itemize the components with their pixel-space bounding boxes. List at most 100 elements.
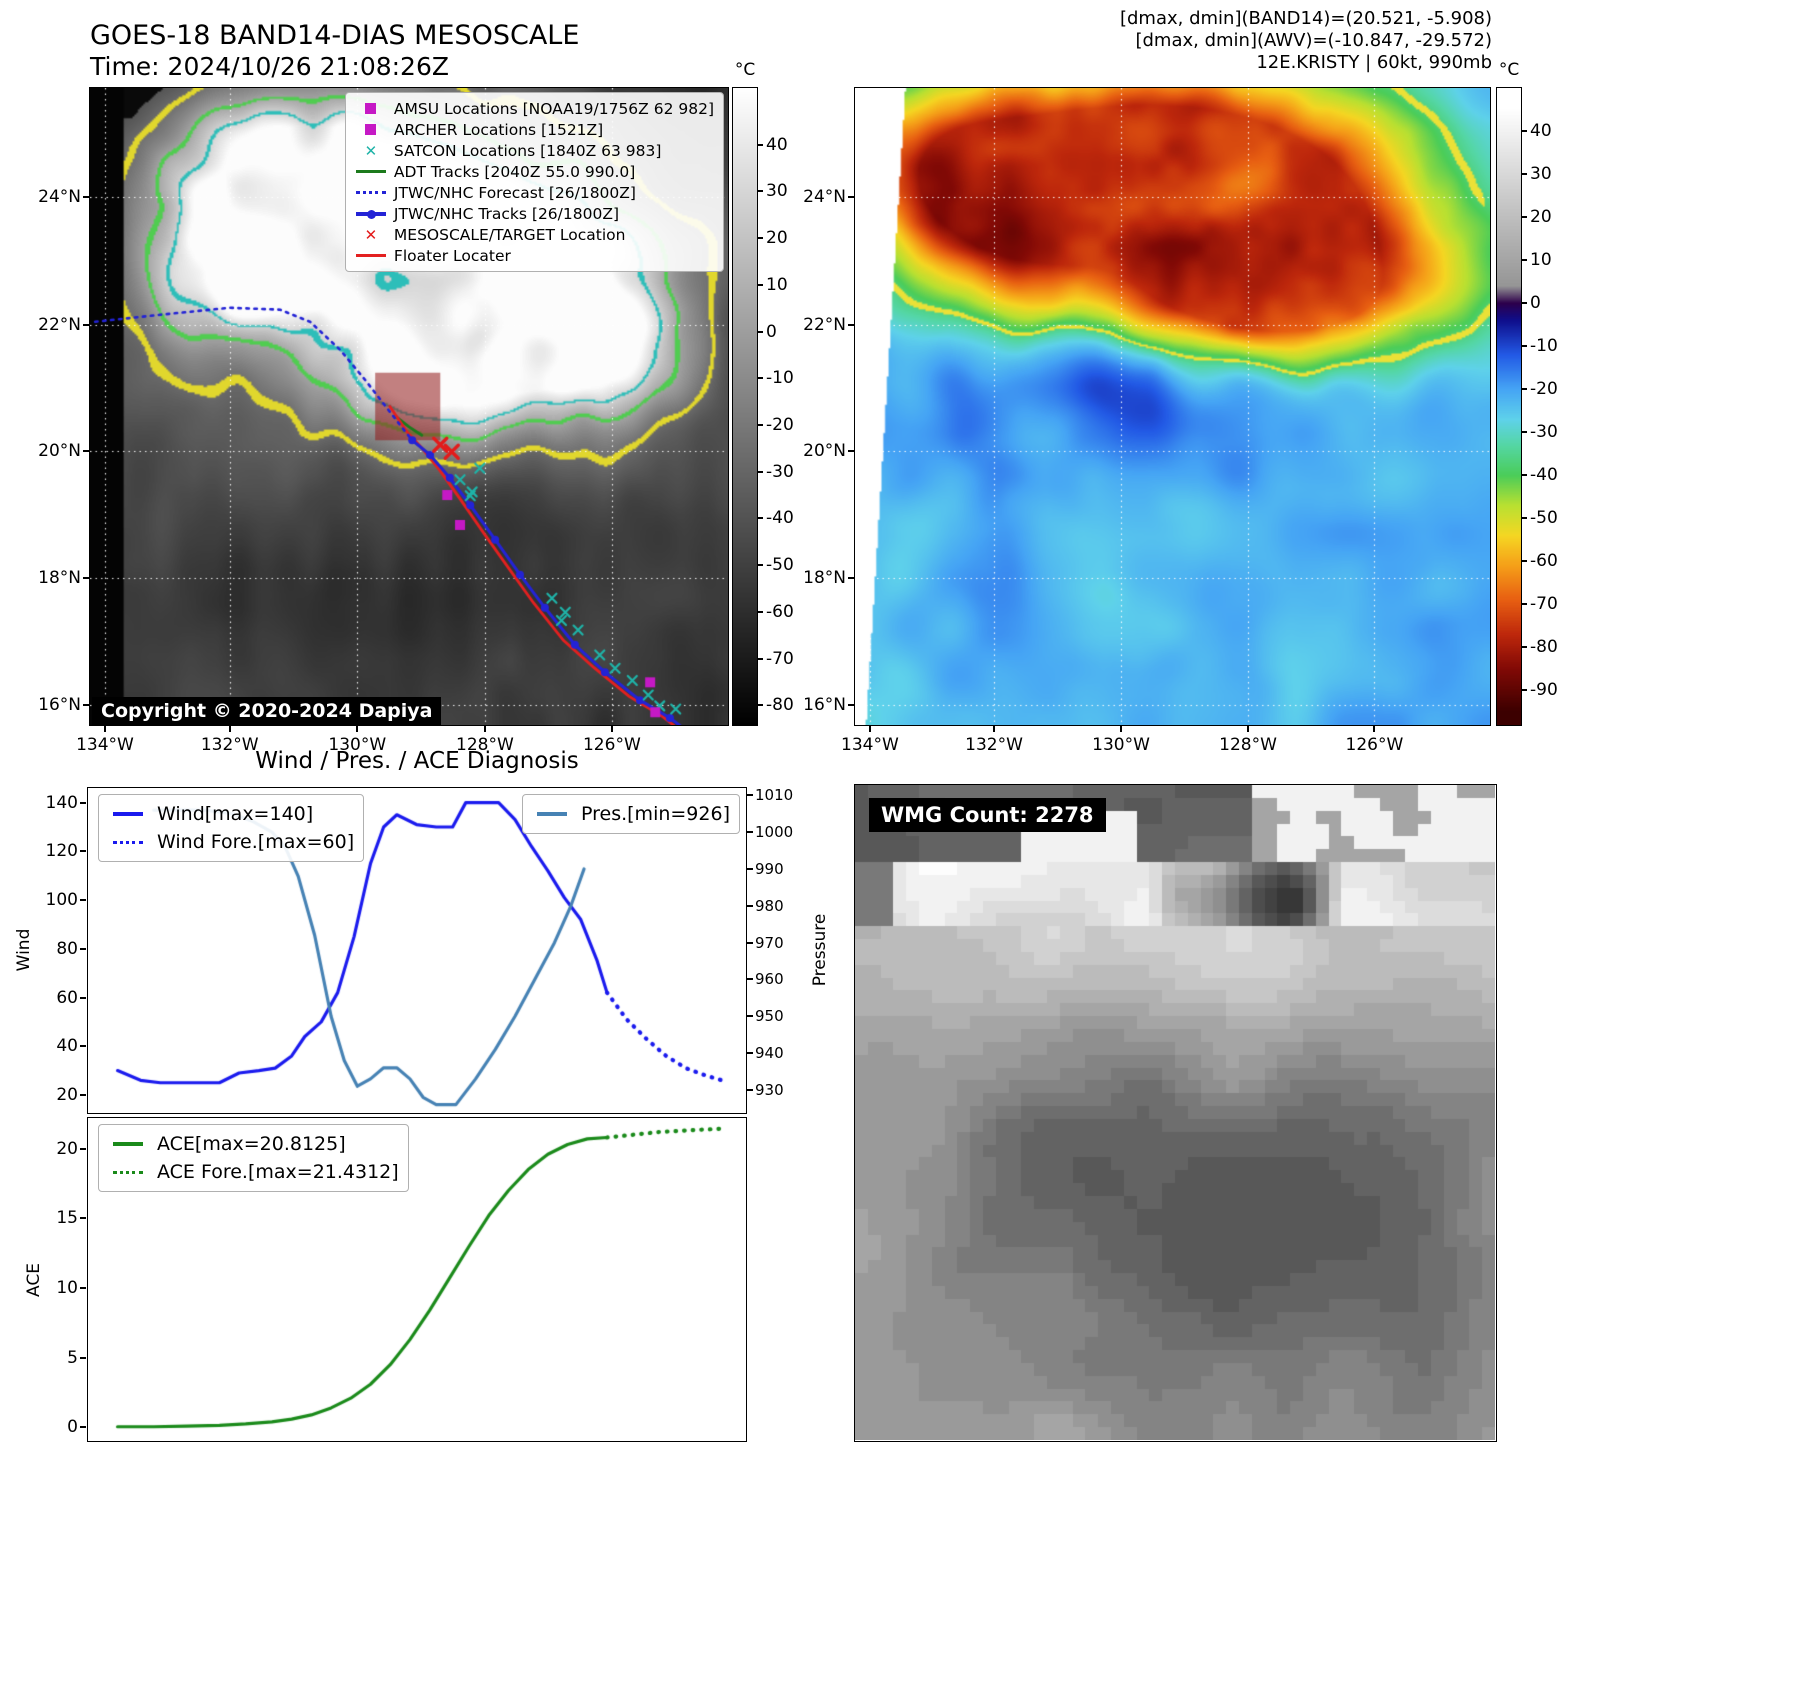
tick-mark: [80, 1287, 86, 1290]
legend-item: Floater Locater: [355, 245, 714, 266]
pressure-tick-label: 990: [755, 860, 784, 878]
colorbar-tick-label: -30: [766, 461, 794, 482]
ace-legend: ACE[max=20.8125] ACE Fore.[max=21.4312]: [98, 1124, 409, 1192]
colorbar-tick-label: -40: [766, 508, 794, 529]
tick-mark: [848, 195, 854, 198]
tick-mark: [610, 726, 613, 732]
tick-mark: [80, 1217, 86, 1220]
colorbar-tick-label: -70: [1530, 593, 1558, 614]
tick-mark: [1522, 602, 1527, 605]
tick-mark: [356, 726, 359, 732]
legend-item: JTWC/NHC Tracks [26/1800Z]: [355, 203, 714, 224]
tick-mark: [758, 657, 763, 660]
map-x-tick-label: 132°W: [200, 735, 259, 755]
ace-tick-label: 15: [56, 1208, 78, 1229]
map-x-tick-label: 130°W: [1092, 735, 1150, 755]
band14-title: GOES-18 BAND14-DIAS MESOSCALE: [90, 20, 580, 51]
tick-mark: [758, 377, 763, 380]
tick-mark: [80, 899, 86, 902]
tick-mark: [747, 1088, 753, 1091]
pressure-tick-label: 950: [755, 1007, 784, 1026]
wind-tick-label: 140: [45, 792, 78, 813]
tick-mark: [758, 330, 763, 333]
tick-mark: [1522, 258, 1527, 261]
map-y-tick-label: 18°N: [803, 567, 846, 588]
tick-mark: [1522, 430, 1527, 433]
map-x-tick-label: 134°W: [76, 735, 134, 755]
map-x-tick-label: 128°W: [1219, 735, 1277, 755]
tick-mark: [80, 1045, 86, 1048]
tick-mark: [83, 704, 89, 707]
legend-item: ACE[max=20.8125]: [108, 1130, 399, 1158]
map-y-tick-label: 24°N: [803, 186, 846, 207]
ace-tick-label: 10: [56, 1278, 78, 1299]
map-y-tick-label: 20°N: [803, 441, 846, 462]
colorbar-tick-label: -10: [766, 368, 794, 389]
tick-mark: [1522, 559, 1527, 562]
tick-mark: [80, 1426, 86, 1429]
legend-item: AMSU Locations [NOAA19/1756Z 62 982]: [355, 98, 714, 119]
colorbar-tick-label: -50: [1530, 507, 1558, 528]
copyright-notice: Copyright © 2020-2024 Dapiya: [92, 697, 442, 725]
legend-label: Wind[max=140]: [157, 803, 314, 825]
line-marker-icon: [355, 253, 387, 258]
pressure-tick-label: 960: [755, 970, 784, 989]
legend-item: ADT Tracks [2040Z 55.0 990.0]: [355, 161, 714, 182]
band14-colorbar: [733, 88, 757, 725]
tick-mark: [747, 1052, 753, 1055]
legend-label: JTWC/NHC Forecast [26/1800Z]: [393, 183, 636, 202]
map-x-tick-label: 134°W: [841, 735, 899, 755]
pressure-tick-label: 980: [755, 896, 784, 915]
dotted-marker-icon: [355, 191, 387, 194]
legend-label: ACE[max=20.8125]: [157, 1133, 346, 1155]
legend-item: JTWC/NHC Forecast [26/1800Z]: [355, 182, 714, 203]
tick-mark: [80, 947, 86, 950]
tick-mark: [1120, 726, 1123, 732]
colorbar-tick-label: 30: [1530, 163, 1552, 184]
tick-mark: [228, 726, 231, 732]
map-y-tick-label: 16°N: [803, 695, 846, 716]
tick-mark: [83, 195, 89, 198]
colorbar-tick-label: 10: [766, 274, 788, 295]
tick-mark: [758, 143, 763, 146]
legend-label: Wind Fore.[max=60]: [157, 831, 355, 853]
ace-axis-label: ACE: [24, 1263, 44, 1297]
tick-mark: [758, 517, 763, 520]
tick-mark: [1522, 387, 1527, 390]
legend-label: AMSU Locations [NOAA19/1756Z 62 982]: [393, 99, 714, 118]
tick-mark: [1522, 645, 1527, 648]
ace-tick-label: 0: [67, 1417, 78, 1438]
tick-mark: [758, 237, 763, 240]
tick-mark: [848, 450, 854, 453]
tick-mark: [758, 470, 763, 473]
legend-label: MESOSCALE/TARGET Location: [393, 225, 626, 244]
tick-mark: [80, 1093, 86, 1096]
colorbar-tick-label: 20: [1530, 206, 1552, 227]
tick-mark: [80, 801, 86, 804]
map-y-tick-label: 22°N: [803, 314, 846, 335]
colorbar-tick-label: 30: [766, 181, 788, 202]
colorbar-tick-label: -70: [766, 648, 794, 669]
map-x-tick-label: 126°W: [1345, 735, 1404, 755]
colorbar-tick-label: -40: [1530, 464, 1558, 485]
awv-satellite-map-canvas: [855, 88, 1490, 725]
wmg-count-badge: WMG Count: 2278: [869, 798, 1106, 832]
tick-mark: [758, 704, 763, 707]
legend-label: JTWC/NHC Tracks [26/1800Z]: [393, 204, 619, 223]
band14-map-legend: AMSU Locations [NOAA19/1756Z 62 982] ARCH…: [344, 92, 724, 272]
tick-mark: [993, 726, 996, 732]
square-marker-icon: [355, 103, 387, 114]
tick-mark: [80, 996, 86, 999]
colorbar-tick-label: 10: [1530, 249, 1552, 270]
tick-mark: [1522, 688, 1527, 691]
wind-tick-label: 100: [45, 890, 78, 911]
dotted-marker-icon: [108, 1170, 148, 1174]
tick-mark: [747, 868, 753, 870]
tick-mark: [83, 576, 89, 579]
colorbar-tick-label: -20: [1530, 378, 1558, 399]
tick-mark: [758, 190, 763, 193]
wmg-image-canvas: [855, 785, 1495, 1440]
tick-mark: [1522, 301, 1527, 304]
pressure-tick-label: 930: [755, 1080, 784, 1099]
